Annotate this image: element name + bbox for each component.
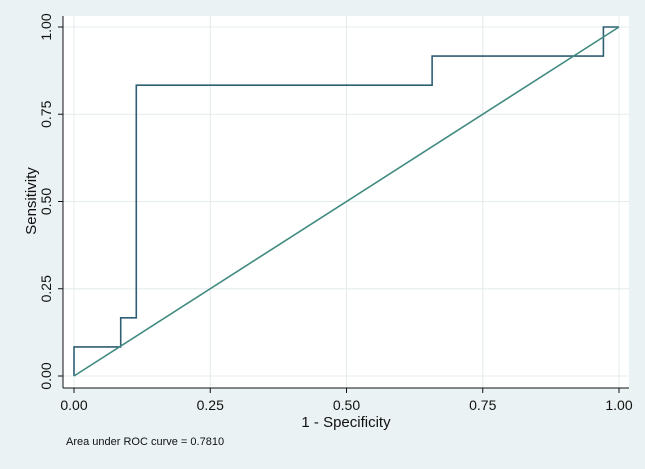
x-tick-label-4: 1.00	[605, 397, 632, 413]
x-tick-label-0: 0.00	[60, 397, 87, 413]
reference-line	[73, 26, 620, 377]
y-tick-label-1: 0.25	[38, 275, 54, 302]
ticks: 0.00 0.25 0.50 0.75 1.00 0.00 0.25 0.50 0.75 1.00	[38, 13, 633, 413]
y-tick-label-0: 0.00	[38, 362, 54, 389]
x-axis-label: 1 - Specificity	[301, 414, 391, 431]
x-tick-label-2: 0.50	[333, 397, 360, 413]
series	[73, 26, 620, 377]
auc-annotation: Area under ROC curve = 0.7810	[66, 436, 224, 448]
y-axis-label: Sensitivity	[23, 167, 40, 235]
y-tick-label-3: 0.75	[38, 100, 54, 127]
y-tick-label-2: 0.50	[38, 188, 54, 215]
y-tick-label-4: 1.00	[38, 13, 54, 40]
x-tick-label-1: 0.25	[197, 397, 224, 413]
x-tick-label-3: 0.75	[469, 397, 496, 413]
roc-curve	[73, 26, 619, 376]
